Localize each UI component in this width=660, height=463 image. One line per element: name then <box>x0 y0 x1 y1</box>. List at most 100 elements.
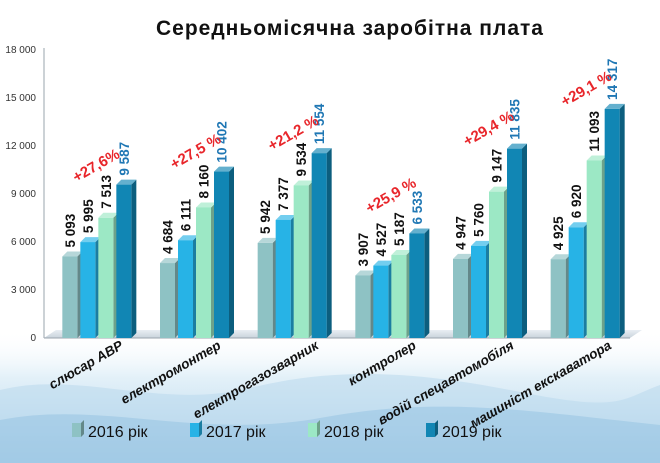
bar <box>116 184 132 338</box>
bar-top <box>586 155 607 161</box>
bar-top <box>568 222 589 228</box>
y-tick-label: 12 000 <box>5 141 36 152</box>
bar-top <box>257 237 278 243</box>
bar <box>160 263 175 338</box>
data-label: 7 377 <box>276 177 291 211</box>
bar <box>489 191 504 338</box>
data-label: 9 587 <box>117 142 132 176</box>
bar <box>98 217 114 338</box>
bar-side <box>229 166 234 338</box>
data-label: 5 942 <box>258 200 273 234</box>
bar <box>311 153 327 338</box>
bar-top <box>196 202 216 208</box>
data-label: 4 947 <box>454 216 469 250</box>
data-label: 11 554 <box>312 103 327 144</box>
legend-swatch-side <box>317 420 320 437</box>
bar-top <box>604 103 625 109</box>
bar-top <box>311 148 332 154</box>
bar <box>293 185 309 338</box>
bar <box>196 207 211 338</box>
legend-swatch <box>426 423 435 437</box>
bar-top <box>471 240 491 246</box>
bar-top <box>550 254 571 260</box>
bar-side <box>619 103 625 338</box>
legend-swatch-side <box>199 420 202 437</box>
bar-top <box>98 212 119 218</box>
bar-top <box>275 214 296 220</box>
bar <box>355 275 371 338</box>
bar <box>568 227 584 338</box>
bar-top <box>178 235 198 241</box>
y-axis-ticks: 0 3 000 6 000 9 000 12 000 15 000 18 000 <box>5 45 36 344</box>
data-label: 3 907 <box>356 233 371 267</box>
bar-top <box>214 166 234 172</box>
legend-label: 2016 рік <box>88 424 148 441</box>
bar <box>409 233 425 338</box>
data-label: 9 147 <box>490 149 505 183</box>
data-label: 11 093 <box>587 110 602 151</box>
bar <box>550 259 566 338</box>
legend-swatch <box>190 423 199 437</box>
legend-label: 2019 рік <box>442 424 502 441</box>
y-tick-label: 18 000 <box>5 45 36 56</box>
y-tick-label: 0 <box>30 333 36 344</box>
bar <box>453 258 468 338</box>
bar <box>62 256 78 338</box>
data-label: 9 534 <box>294 142 309 176</box>
bar-top <box>409 228 430 234</box>
bar-side <box>424 228 430 338</box>
data-label: 7 513 <box>99 175 114 209</box>
legend-label: 2018 рік <box>324 424 384 441</box>
growth-annotations: +27,6% +27,5 % +21,2 %+25,9 %+29,4 %+29,1 … <box>70 68 615 217</box>
bar-top <box>489 186 509 192</box>
bar-top <box>62 251 83 257</box>
bar-side <box>131 179 137 338</box>
bar-top <box>80 237 101 243</box>
bar <box>373 265 389 338</box>
bar-side <box>522 143 527 338</box>
legend-swatch <box>72 423 81 437</box>
data-label: 6 111 <box>179 198 194 231</box>
data-label: 5 093 <box>63 213 78 247</box>
data-label: 5 995 <box>81 199 96 233</box>
bar-top <box>373 260 394 266</box>
bar-top <box>293 180 314 186</box>
y-tick-label: 3 000 <box>11 285 36 296</box>
data-label: 6 920 <box>569 184 584 218</box>
data-label: 11 835 <box>508 99 523 140</box>
bar <box>471 245 486 338</box>
bar <box>586 160 602 338</box>
bar <box>178 240 193 338</box>
water-wave-2 <box>0 406 660 463</box>
bar <box>391 255 407 338</box>
data-label: 6 533 <box>410 190 425 224</box>
bar <box>507 148 522 338</box>
data-label: 5 187 <box>392 212 407 246</box>
y-tick-label: 15 000 <box>5 93 36 104</box>
data-label: 5 760 <box>472 203 487 237</box>
bars <box>62 103 625 338</box>
y-tick-label: 6 000 <box>11 237 36 248</box>
legend-label: 2017 рік <box>206 424 266 441</box>
bar <box>214 171 229 338</box>
data-label: 14 317 <box>605 59 620 100</box>
bar <box>604 108 620 338</box>
bar <box>257 242 273 338</box>
y-tick-label: 9 000 <box>11 189 36 200</box>
growth-annotation: +27,6% <box>70 146 123 186</box>
bar-side <box>326 148 332 338</box>
bar-top <box>160 258 180 264</box>
chart-title: Середньомісячна заробітна плата <box>156 17 544 40</box>
bar-top <box>453 253 473 259</box>
legend-swatch-side <box>81 420 84 437</box>
bar-top <box>391 250 412 256</box>
bar-top <box>116 179 137 185</box>
data-label: 8 160 <box>197 165 212 199</box>
data-label: 10 402 <box>215 121 230 162</box>
bar <box>275 219 291 338</box>
data-label: 4 527 <box>374 223 389 257</box>
legend: 2016 рік 2017 рік 2018 рік 2019 рік <box>72 420 502 441</box>
bar-top <box>355 270 376 276</box>
